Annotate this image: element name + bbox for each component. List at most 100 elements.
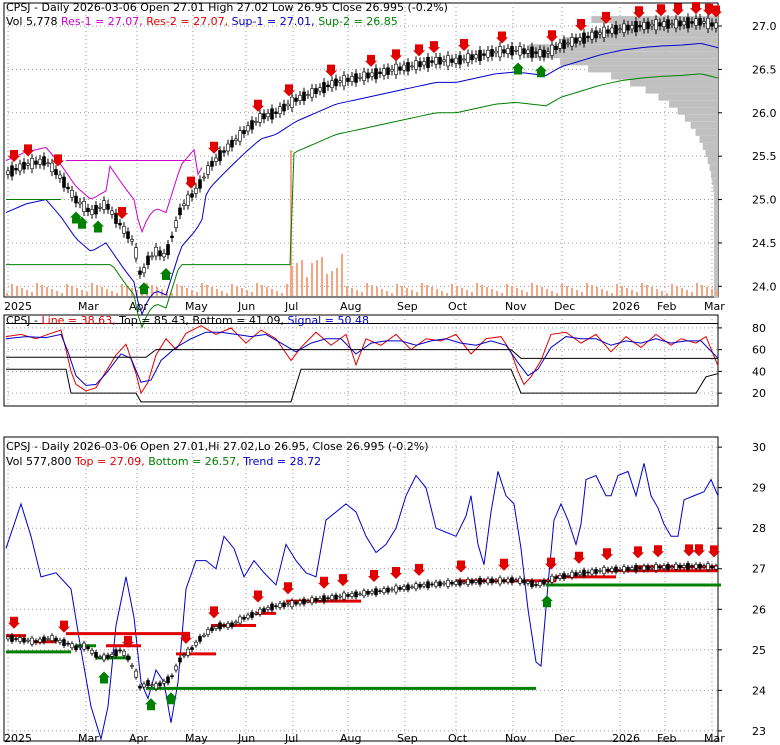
sell-arrow	[52, 154, 64, 167]
candle-body	[482, 580, 486, 582]
candle-body	[262, 608, 266, 612]
candle-body	[278, 106, 282, 114]
sell-arrow	[208, 141, 220, 154]
volume-profile-bar	[714, 220, 718, 228]
candle-body	[18, 637, 22, 642]
candle-body	[522, 48, 526, 55]
volume-profile	[526, 16, 718, 298]
volume-profile-bar	[684, 114, 718, 122]
candle-body	[482, 53, 486, 56]
volume-bar	[86, 292, 88, 296]
candle-body	[350, 76, 354, 82]
volume-bar	[701, 285, 703, 296]
candle-body	[442, 59, 446, 62]
candle-body	[46, 162, 50, 165]
volume-bar	[381, 289, 383, 296]
volume-profile-bar	[714, 276, 718, 284]
candle-body	[318, 87, 322, 92]
candle-body	[698, 563, 702, 569]
volume-bar	[171, 293, 173, 296]
candle-body	[234, 621, 238, 624]
header-segment: CPSJ -	[6, 314, 42, 327]
candle-body	[10, 635, 14, 642]
buy-arrow	[98, 671, 110, 684]
header-segment: Signal = 50.48	[287, 314, 369, 327]
candle-body	[358, 593, 362, 596]
sell-arrow	[600, 11, 612, 24]
candle-body	[338, 595, 342, 598]
x-tick-label: May	[185, 300, 208, 313]
candle-body	[130, 239, 134, 242]
candle-body	[406, 62, 410, 72]
candle-body	[502, 49, 506, 54]
x-tick-label: Mar	[78, 300, 99, 313]
candle-body	[226, 143, 230, 152]
header-segment: Sup-2 = 26.85	[318, 15, 398, 28]
candle-body	[110, 653, 114, 657]
volume-bar	[626, 288, 628, 296]
candle-body	[374, 68, 378, 80]
candle-body	[394, 63, 398, 75]
candle-body	[226, 623, 230, 628]
volume-bar	[341, 254, 343, 296]
y-tick-label: 25.5	[752, 150, 777, 163]
candle-body	[378, 71, 382, 75]
volume-bar	[441, 291, 443, 296]
volume-bar	[426, 285, 428, 296]
candle-body	[674, 563, 678, 570]
sell-arrow	[573, 551, 585, 564]
volume-bar	[551, 291, 553, 296]
candle-body	[654, 564, 658, 571]
candle-body	[182, 203, 186, 206]
sell-arrow	[683, 544, 695, 557]
candle-body	[542, 580, 546, 585]
candle-body	[690, 21, 694, 24]
volume-bar	[571, 288, 573, 296]
candle-body	[14, 638, 18, 640]
candle-body	[706, 563, 710, 570]
x-tick-label: Aug	[340, 732, 361, 745]
x-tick-label: Dec	[554, 300, 575, 313]
volume-bar	[681, 288, 683, 296]
candle-body	[386, 587, 390, 593]
volume-profile-bar	[668, 100, 718, 108]
candle-body	[26, 639, 30, 642]
candle-body	[390, 69, 394, 72]
volume-bar	[516, 288, 518, 296]
candle-body	[542, 49, 546, 58]
volume-bar	[591, 285, 593, 296]
volume-profile-bar	[714, 199, 718, 207]
candle-body	[262, 113, 266, 120]
candle-body	[658, 22, 662, 27]
candle-body	[270, 108, 274, 120]
volume-bar	[636, 292, 638, 296]
candle-body	[206, 165, 210, 175]
volume-bar	[686, 290, 688, 296]
candle-body	[114, 212, 118, 224]
volume-bar	[586, 283, 588, 296]
candle-body	[678, 564, 682, 569]
candle-body	[98, 656, 102, 659]
candle-body	[446, 55, 450, 67]
candle-body	[550, 44, 554, 56]
sell-arrow	[710, 5, 722, 18]
candle-body	[438, 56, 442, 65]
sell-arrow	[693, 544, 705, 557]
candle-body	[326, 597, 330, 599]
candle-body	[694, 18, 698, 26]
sell-arrow	[601, 548, 613, 561]
candle-body	[266, 607, 270, 610]
candle-body	[710, 565, 714, 569]
candle-body	[166, 244, 170, 256]
candle-body	[450, 581, 454, 585]
volume-bar	[151, 285, 153, 296]
y-tick-label: 20	[752, 387, 766, 400]
candle-body	[254, 121, 258, 123]
candle-body	[162, 253, 166, 258]
volume-bar	[546, 289, 548, 296]
candle-body	[126, 655, 130, 661]
x-tick-label: Feb	[657, 732, 676, 745]
candle-body	[150, 255, 154, 258]
sell-arrow	[690, 2, 702, 15]
x-tick-label: Mar	[78, 732, 99, 745]
